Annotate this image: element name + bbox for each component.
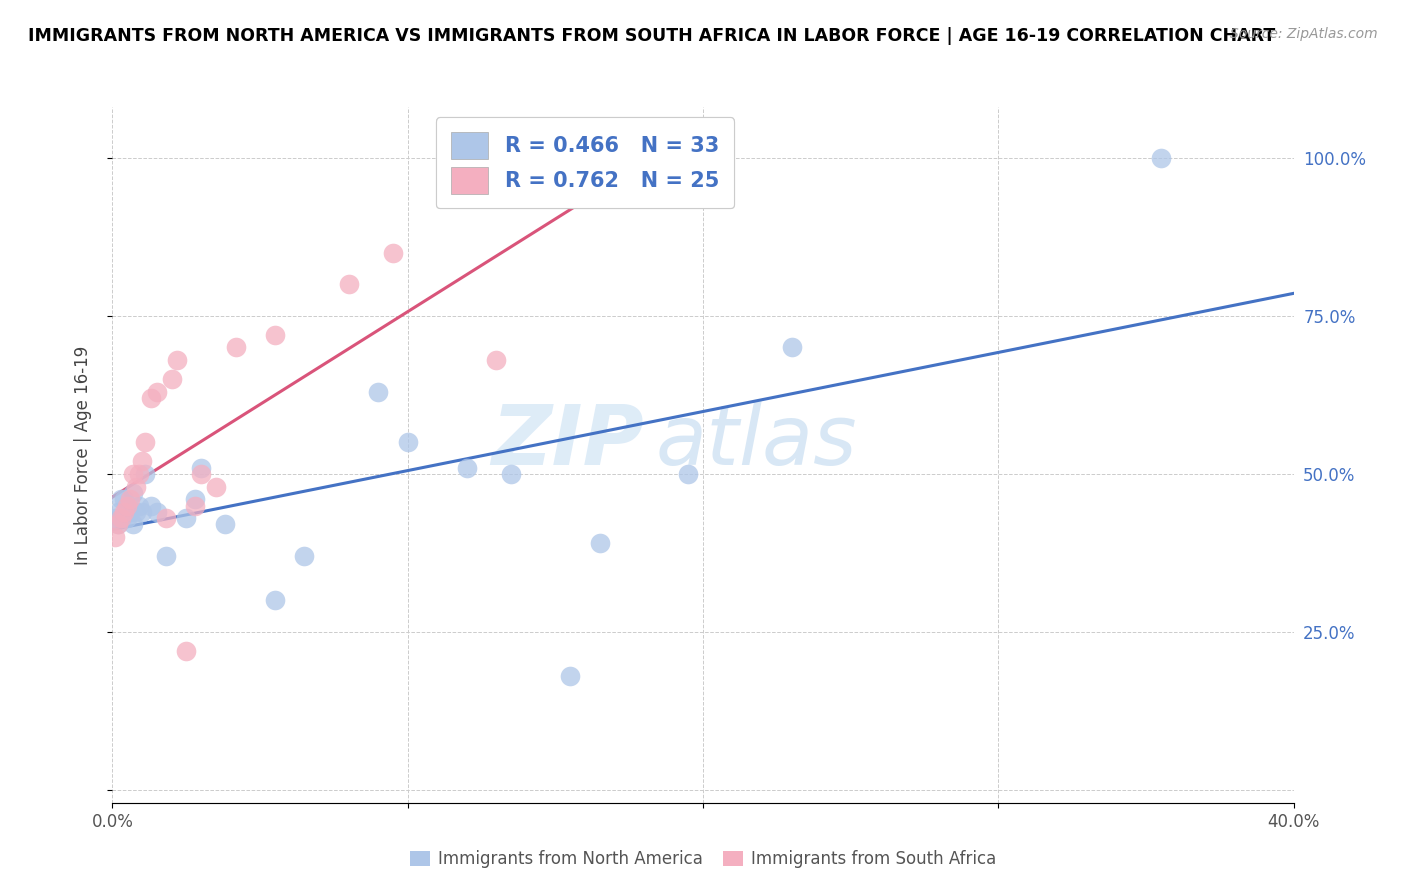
Point [264, 327, 287, 342]
Point [104, 511, 127, 525]
Point [128, 467, 150, 481]
Point [146, 384, 169, 399]
Point [190, 467, 212, 481]
Point [166, 353, 188, 368]
Point [117, 511, 138, 525]
Point [382, 245, 405, 260]
Point [1150, 151, 1173, 165]
Point [112, 505, 135, 519]
Point [110, 511, 132, 525]
Legend: R = 0.466   N = 33, R = 0.762   N = 25: R = 0.466 N = 33, R = 0.762 N = 25 [436, 118, 734, 209]
Y-axis label: In Labor Force | Age 16-19: In Labor Force | Age 16-19 [73, 345, 91, 565]
Point [104, 530, 127, 544]
Point [117, 505, 138, 519]
Point [146, 505, 169, 519]
Point [110, 492, 132, 507]
Point [134, 435, 156, 450]
Point [107, 505, 129, 519]
Text: Source: ZipAtlas.com: Source: ZipAtlas.com [1230, 27, 1378, 41]
Point [122, 517, 145, 532]
Point [112, 492, 135, 507]
Point [125, 505, 148, 519]
Point [139, 499, 162, 513]
Point [155, 511, 177, 525]
Point [110, 511, 132, 525]
Point [485, 353, 508, 368]
Point [205, 479, 228, 493]
Point [190, 460, 212, 475]
Point [214, 517, 236, 532]
Point [122, 467, 145, 481]
Point [396, 435, 419, 450]
Point [174, 644, 197, 658]
Point [780, 340, 803, 354]
Point [456, 460, 478, 475]
Text: IMMIGRANTS FROM NORTH AMERICA VS IMMIGRANTS FROM SOUTH AFRICA IN LABOR FORCE | A: IMMIGRANTS FROM NORTH AMERICA VS IMMIGRA… [28, 27, 1275, 45]
Point [131, 505, 153, 519]
Point [678, 467, 700, 481]
Point [139, 391, 162, 405]
Point [131, 454, 153, 468]
Point [134, 467, 156, 481]
Text: atlas: atlas [655, 401, 858, 482]
Point [367, 384, 389, 399]
Point [588, 536, 610, 550]
Point [120, 492, 142, 507]
Point [184, 492, 207, 507]
Point [122, 486, 145, 500]
Point [107, 517, 129, 532]
Point [184, 499, 207, 513]
Point [128, 499, 150, 513]
Point [117, 499, 138, 513]
Point [292, 549, 315, 563]
Point [264, 593, 287, 607]
Point [558, 669, 582, 683]
Point [174, 511, 197, 525]
Text: ZIP: ZIP [491, 401, 644, 482]
Legend: Immigrants from North America, Immigrants from South Africa: Immigrants from North America, Immigrant… [404, 844, 1002, 875]
Point [120, 505, 142, 519]
Point [155, 549, 177, 563]
Point [125, 479, 148, 493]
Point [107, 517, 129, 532]
Point [337, 277, 360, 292]
Point [501, 467, 523, 481]
Point [160, 372, 183, 386]
Point [225, 340, 247, 354]
